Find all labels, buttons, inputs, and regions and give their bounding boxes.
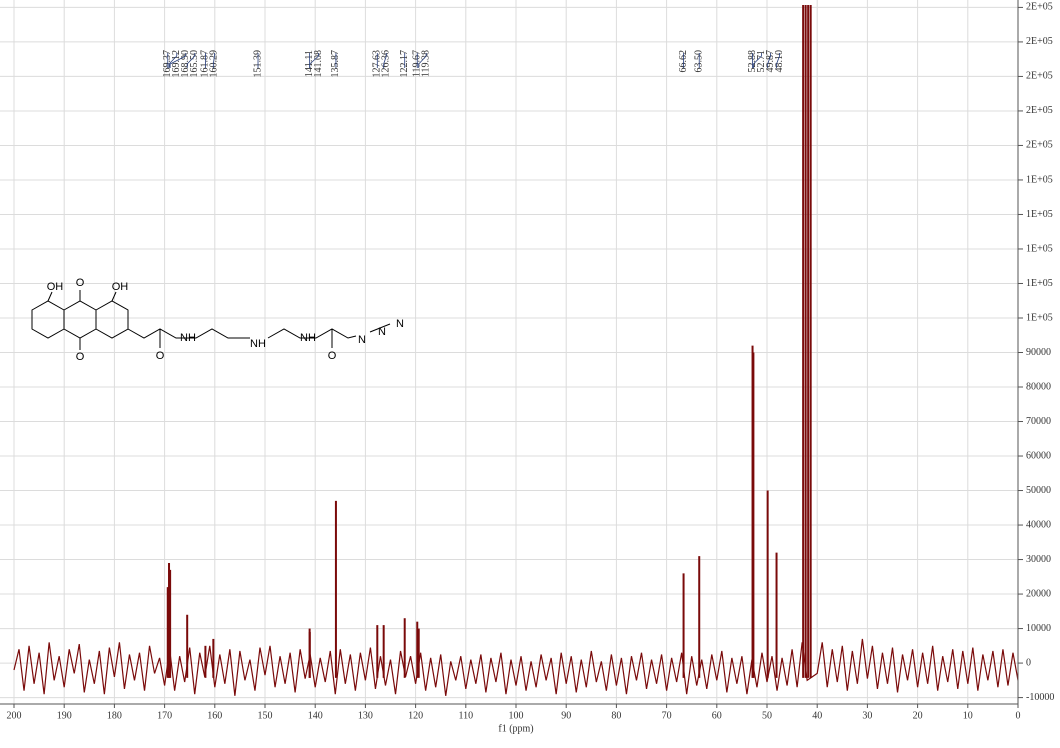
spectrum-line bbox=[13, 638, 1018, 696]
y-tick-label: 2E+05 bbox=[1026, 2, 1053, 13]
spectrum bbox=[13, 5, 1018, 696]
peak-label-connector bbox=[776, 53, 780, 68]
y-tick-label: 2E+05 bbox=[1026, 36, 1053, 47]
x-tick-label: 80 bbox=[611, 710, 621, 721]
x-tick-label: 180 bbox=[107, 710, 122, 721]
peak-label-connector bbox=[168, 53, 178, 68]
x-tick-label: 170 bbox=[157, 710, 172, 721]
y-tick-label: 2E+05 bbox=[1026, 140, 1053, 151]
x-tick-label: 10 bbox=[963, 710, 973, 721]
y-tick-label: 60000 bbox=[1026, 450, 1051, 461]
x-tick-label: 140 bbox=[308, 710, 323, 721]
atom-label: OH bbox=[112, 281, 129, 293]
peak-label: 48.10 bbox=[774, 50, 785, 73]
y-tick-label: 1E+05 bbox=[1026, 312, 1053, 323]
x-tick-label: 70 bbox=[662, 710, 672, 721]
y-tick-label: 90000 bbox=[1026, 347, 1051, 358]
y-tick-label: 1E+05 bbox=[1026, 278, 1053, 289]
peak-label: 168.90 bbox=[180, 50, 191, 78]
y-tick-label: 0 bbox=[1026, 657, 1031, 668]
y-tick-label: -10000 bbox=[1026, 692, 1054, 703]
y-tick-label: 1E+05 bbox=[1026, 209, 1053, 220]
y-tick-label: 50000 bbox=[1026, 485, 1051, 496]
grid bbox=[0, 0, 1019, 704]
peak-label: 141.08 bbox=[313, 50, 324, 78]
x-tick-label: 190 bbox=[57, 710, 72, 721]
axes: 200 190 180 170 160 150 140 130 120 110 100 90 80 70 6… bbox=[7, 2, 1055, 722]
structure bbox=[31, 290, 391, 350]
peak-label: 169.12 bbox=[171, 50, 182, 78]
peak-label: 160.29 bbox=[209, 50, 220, 78]
peak-label-connector bbox=[186, 53, 196, 68]
atom-label: NH bbox=[300, 332, 316, 344]
x-tick-label: 30 bbox=[862, 710, 872, 721]
peak-label-connector bbox=[309, 53, 320, 68]
x-tick-label: 160 bbox=[207, 710, 222, 721]
chain bbox=[267, 328, 357, 339]
atom-label: OH bbox=[47, 281, 64, 293]
atom-label: NH bbox=[250, 338, 266, 350]
atom-label: O bbox=[328, 350, 337, 362]
peak-label: 49.87 bbox=[765, 50, 776, 73]
chain bbox=[127, 328, 250, 339]
x-tick-label: 20 bbox=[913, 710, 923, 721]
x-tick-label: 200 bbox=[7, 710, 22, 721]
y-tick-label: 2E+05 bbox=[1026, 71, 1053, 82]
x-tick-label: 100 bbox=[509, 710, 524, 721]
atom-label: NH bbox=[180, 332, 196, 344]
peak-label-connector bbox=[418, 53, 427, 68]
atom-label: O bbox=[76, 351, 85, 363]
atom-label: N bbox=[358, 334, 366, 346]
atom-label: N bbox=[396, 318, 404, 330]
x-tick-label: 0 bbox=[1016, 710, 1021, 721]
peak-label-connector bbox=[767, 53, 771, 68]
x-tick-label: 50 bbox=[762, 710, 772, 721]
y-tick-label: 30000 bbox=[1026, 554, 1051, 565]
atom-label: O bbox=[156, 350, 165, 362]
x-tick-label: 150 bbox=[258, 710, 273, 721]
bond bbox=[369, 323, 391, 333]
y-tick-label: 1E+05 bbox=[1026, 174, 1053, 185]
x-axis-label: f1 (ppm) bbox=[498, 723, 533, 734]
x-tick-label: 40 bbox=[812, 710, 822, 721]
atom-label: N bbox=[378, 326, 386, 338]
atom-label: O bbox=[76, 277, 85, 289]
peak-label: 165.50 bbox=[189, 50, 200, 78]
y-tick-label: 2E+05 bbox=[1026, 105, 1053, 116]
x-tick-label: 120 bbox=[408, 710, 423, 721]
y-tick-label: 70000 bbox=[1026, 416, 1051, 427]
peak-label: 119.38 bbox=[421, 50, 432, 77]
x-tick-label: 130 bbox=[358, 710, 373, 721]
bond bbox=[47, 291, 53, 302]
peak-label-connector bbox=[383, 53, 387, 68]
ring bbox=[95, 300, 129, 339]
peak-label-connector bbox=[169, 53, 187, 68]
bond bbox=[111, 291, 117, 302]
x-tick-label: 90 bbox=[561, 710, 571, 721]
ring bbox=[31, 300, 65, 339]
x-tick-label: 60 bbox=[712, 710, 722, 721]
y-tick-label: 80000 bbox=[1026, 381, 1051, 392]
x-tick-label: 110 bbox=[458, 710, 473, 721]
y-tick-label: 1E+05 bbox=[1026, 243, 1053, 254]
peak-label-connector bbox=[212, 53, 215, 68]
ring bbox=[63, 300, 97, 339]
peak-label: 126.36 bbox=[381, 50, 392, 78]
peak-label-connector bbox=[752, 53, 762, 68]
peak-label: 52.71 bbox=[756, 50, 767, 73]
y-tick-label: 20000 bbox=[1026, 588, 1051, 599]
y-tick-label: 10000 bbox=[1026, 623, 1051, 634]
y-tick-label: 40000 bbox=[1026, 519, 1051, 530]
